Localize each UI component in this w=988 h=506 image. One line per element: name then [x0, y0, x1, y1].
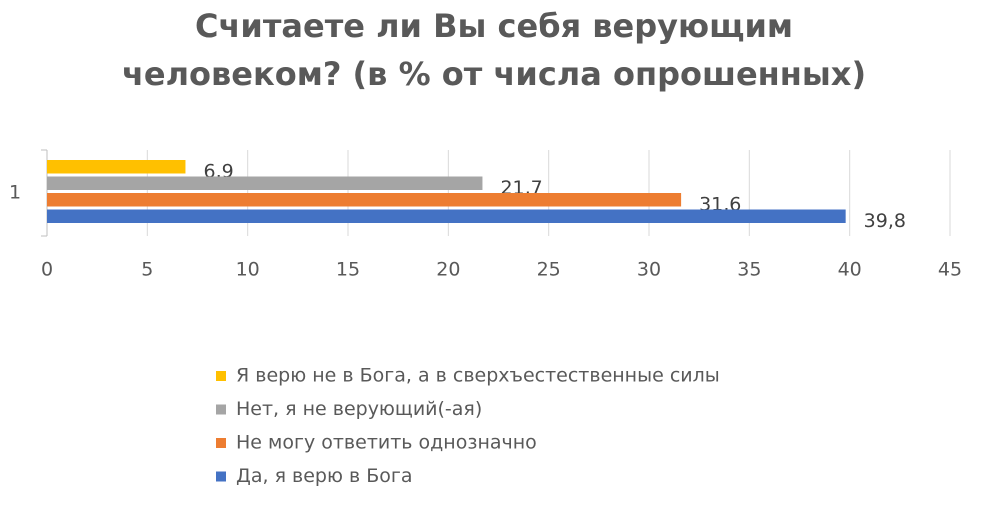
bar	[47, 209, 846, 223]
legend-marker	[216, 438, 226, 448]
legend-marker	[216, 371, 226, 381]
y-tick-label: 1	[9, 182, 21, 204]
x-tick-label: 40	[838, 259, 862, 281]
chart-title: Считаете ли Вы себя верующим	[195, 7, 793, 45]
x-tick-label: 45	[938, 259, 962, 281]
bar	[47, 176, 483, 190]
legend-marker	[216, 404, 226, 415]
data-label: 39,8	[864, 210, 906, 232]
x-tick-label: 0	[41, 259, 53, 281]
chart-title: человеком? (в % от числа опрошенных)	[122, 55, 866, 93]
x-tick-label: 10	[236, 259, 260, 281]
x-tick-label: 5	[141, 259, 153, 281]
x-tick-label: 30	[637, 259, 661, 281]
bar	[47, 160, 186, 174]
legend-label: Да, я верю в Бога	[236, 465, 413, 487]
legend-label: Не могу ответить однозначно	[236, 432, 537, 454]
x-tick-label: 35	[737, 259, 761, 281]
x-tick-label: 20	[436, 259, 460, 281]
legend-label: Я верю не в Бога, а в сверхъестественные…	[236, 365, 720, 387]
legend-label: Нет, я не верующий(-ая)	[236, 398, 482, 420]
bar	[47, 193, 682, 207]
x-tick-label: 15	[336, 259, 360, 281]
x-tick-label: 25	[537, 259, 561, 281]
legend-marker	[216, 471, 226, 482]
